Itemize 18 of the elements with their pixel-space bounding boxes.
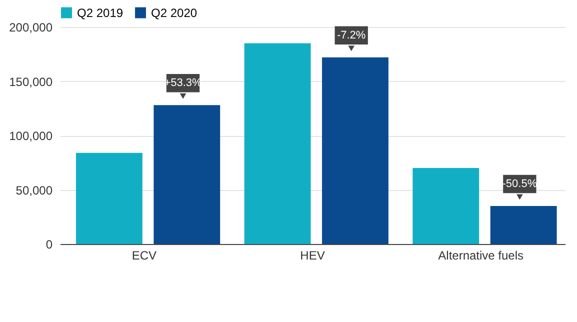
y-tick-label: 100,000: [9, 129, 53, 143]
bar: [76, 152, 142, 244]
bar: [154, 105, 220, 244]
y-tick-label: 0: [46, 238, 53, 252]
x-tick-label: Alternative fuels: [438, 248, 524, 262]
bar: [490, 206, 557, 244]
annotation: -7.2%: [336, 29, 366, 42]
x-tick-label: HEV: [300, 248, 325, 262]
legend-label: Q2 2020: [151, 6, 198, 20]
bar: [244, 43, 311, 244]
y-tick-label: 200,000: [9, 20, 53, 34]
bar: [412, 168, 480, 244]
bar: [322, 57, 388, 244]
annotation: -50.5%: [502, 178, 538, 190]
x-tick-label: ECV: [132, 248, 157, 262]
legend-label: Q2 2019: [77, 6, 124, 20]
y-tick-label: 150,000: [9, 74, 53, 89]
y-tick-label: 50,000: [16, 183, 53, 198]
